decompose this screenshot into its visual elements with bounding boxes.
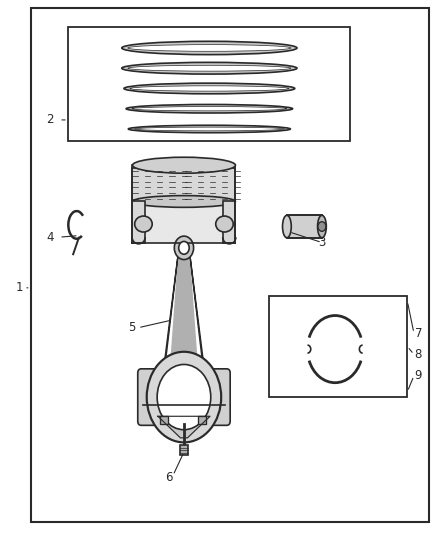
Text: 6: 6 [165, 471, 173, 483]
Text: 8: 8 [415, 348, 422, 361]
Bar [198, 416, 206, 424]
Ellipse shape [132, 157, 236, 173]
Bar [132, 201, 145, 243]
Polygon shape [188, 243, 209, 374]
Circle shape [307, 316, 363, 383]
Text: 7: 7 [414, 327, 422, 340]
Ellipse shape [215, 216, 233, 232]
Ellipse shape [134, 127, 285, 131]
Ellipse shape [122, 62, 297, 74]
Bar [68, 27, 350, 141]
Bar [269, 296, 407, 397]
Polygon shape [158, 416, 210, 438]
Ellipse shape [132, 107, 287, 111]
Ellipse shape [128, 66, 291, 71]
Bar [160, 416, 168, 424]
Polygon shape [159, 243, 180, 374]
Ellipse shape [132, 196, 236, 207]
Bar [223, 201, 236, 243]
Ellipse shape [124, 83, 295, 94]
Ellipse shape [283, 215, 291, 238]
Circle shape [157, 365, 211, 430]
Bar [287, 215, 322, 238]
Text: 4: 4 [46, 231, 54, 244]
Bar [132, 168, 236, 201]
Circle shape [179, 241, 189, 254]
Ellipse shape [135, 216, 152, 232]
Polygon shape [171, 243, 197, 363]
Ellipse shape [318, 215, 326, 238]
Ellipse shape [126, 104, 293, 113]
Text: 9: 9 [414, 369, 422, 382]
Ellipse shape [128, 45, 291, 51]
Text: 5: 5 [128, 321, 135, 334]
Circle shape [147, 352, 221, 442]
Circle shape [174, 236, 194, 260]
Bar [180, 445, 188, 455]
FancyBboxPatch shape [138, 369, 230, 425]
Text: 3: 3 [318, 236, 325, 249]
Ellipse shape [130, 86, 289, 91]
Circle shape [318, 222, 326, 231]
Text: 1: 1 [16, 281, 24, 294]
Text: 2: 2 [46, 114, 54, 126]
Ellipse shape [122, 41, 297, 55]
Ellipse shape [128, 125, 290, 133]
Bar [132, 165, 236, 243]
